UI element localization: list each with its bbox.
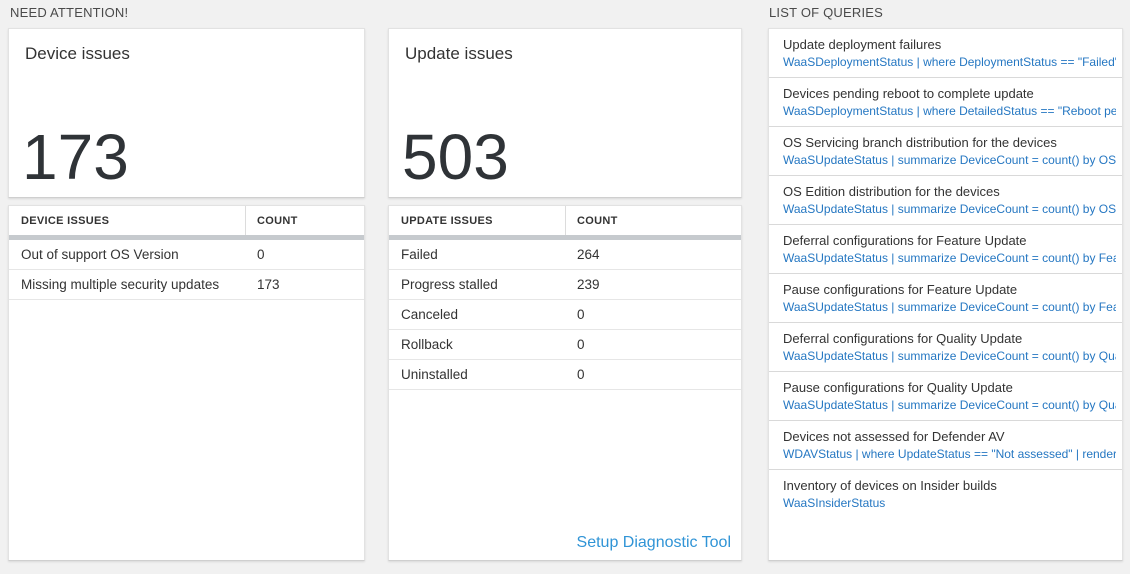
row-count: 0 bbox=[257, 247, 265, 262]
update-issues-count: 503 bbox=[402, 121, 509, 193]
setup-diagnostic-tool-link[interactable]: Setup Diagnostic Tool bbox=[576, 534, 731, 551]
query-list-item[interactable]: Devices not assessed for Defender AV WDA… bbox=[769, 421, 1122, 470]
query-title: Update deployment failures bbox=[783, 37, 942, 52]
update-issues-table-header: UPDATE ISSUES COUNT bbox=[389, 206, 741, 235]
device-issues-count: 173 bbox=[22, 121, 129, 193]
query-list-item[interactable]: Inventory of devices on Insider builds W… bbox=[769, 470, 1122, 518]
query-list-item[interactable]: Devices pending reboot to complete updat… bbox=[769, 78, 1122, 127]
query-list-item[interactable]: Update deployment failures WaaSDeploymen… bbox=[769, 29, 1122, 78]
query-link[interactable]: WaaSUpdateStatus | summarize DeviceCount… bbox=[783, 300, 1116, 314]
query-list-item[interactable]: Deferral configurations for Feature Upda… bbox=[769, 225, 1122, 274]
query-link[interactable]: WaaSUpdateStatus | summarize DeviceCount… bbox=[783, 202, 1116, 216]
query-title: OS Edition distribution for the devices bbox=[783, 184, 1000, 199]
query-title: Deferral configurations for Feature Upda… bbox=[783, 233, 1027, 248]
row-label: Progress stalled bbox=[401, 277, 498, 292]
query-link[interactable]: WaaSInsiderStatus bbox=[783, 496, 886, 510]
query-title: Inventory of devices on Insider builds bbox=[783, 478, 997, 493]
row-count: 264 bbox=[577, 247, 600, 262]
row-count: 239 bbox=[577, 277, 600, 292]
table-row[interactable]: Canceled 0 bbox=[389, 300, 741, 330]
row-label: Rollback bbox=[401, 337, 453, 352]
query-title: Devices pending reboot to complete updat… bbox=[783, 86, 1034, 101]
row-label: Uninstalled bbox=[401, 367, 468, 382]
device-issues-table-header: DEVICE ISSUES COUNT bbox=[9, 206, 364, 235]
update-issues-tile[interactable]: Update issues 503 bbox=[388, 28, 742, 198]
column-header-count: COUNT bbox=[577, 214, 618, 227]
query-link[interactable]: WaaSDeploymentStatus | where DeploymentS… bbox=[783, 55, 1116, 69]
row-label: Canceled bbox=[401, 307, 459, 322]
table-header-divider-bar bbox=[9, 235, 364, 240]
column-header-count: COUNT bbox=[257, 214, 298, 227]
query-list-item[interactable]: Pause configurations for Quality Update … bbox=[769, 372, 1122, 421]
query-link[interactable]: WaaSUpdateStatus | summarize DeviceCount… bbox=[783, 153, 1116, 167]
column-header-device-issues: DEVICE ISSUES bbox=[9, 206, 246, 235]
query-link[interactable]: WDAVStatus | where UpdateStatus == "Not … bbox=[783, 447, 1116, 461]
row-label: Missing multiple security updates bbox=[21, 277, 220, 292]
device-issues-tile[interactable]: Device issues 173 bbox=[8, 28, 365, 198]
row-count: 0 bbox=[577, 367, 585, 382]
table-header-divider-bar bbox=[389, 235, 741, 240]
query-list-item[interactable]: OS Servicing branch distribution for the… bbox=[769, 127, 1122, 176]
table-row[interactable]: Progress stalled 239 bbox=[389, 270, 741, 300]
query-link[interactable]: WaaSDeploymentStatus | where DetailedSta… bbox=[783, 104, 1116, 118]
query-title: Pause configurations for Feature Update bbox=[783, 282, 1018, 297]
table-row[interactable]: Failed 264 bbox=[389, 240, 741, 270]
row-count: 173 bbox=[257, 277, 280, 292]
row-count: 0 bbox=[577, 337, 585, 352]
query-title: Pause configurations for Quality Update bbox=[783, 380, 1013, 395]
column-header-update-issues: UPDATE ISSUES bbox=[389, 206, 566, 235]
table-row[interactable]: Out of support OS Version 0 bbox=[9, 240, 364, 270]
query-title: OS Servicing branch distribution for the… bbox=[783, 135, 1057, 150]
query-link[interactable]: WaaSUpdateStatus | summarize DeviceCount… bbox=[783, 251, 1116, 265]
device-issues-tile-title: Device issues bbox=[25, 44, 130, 63]
query-list-item[interactable]: Deferral configurations for Quality Upda… bbox=[769, 323, 1122, 372]
table-row[interactable]: Uninstalled 0 bbox=[389, 360, 741, 390]
table-row[interactable]: Missing multiple security updates 173 bbox=[9, 270, 364, 300]
query-title: Deferral configurations for Quality Upda… bbox=[783, 331, 1023, 346]
row-label: Failed bbox=[401, 247, 438, 262]
device-issues-table: DEVICE ISSUES COUNT Out of support OS Ve… bbox=[8, 205, 365, 561]
update-issues-table: UPDATE ISSUES COUNT Failed 264 Progress … bbox=[388, 205, 742, 561]
query-title: Devices not assessed for Defender AV bbox=[783, 429, 1005, 444]
row-label: Out of support OS Version bbox=[21, 247, 179, 262]
table-row[interactable]: Rollback 0 bbox=[389, 330, 741, 360]
need-attention-section-title: NEED ATTENTION! bbox=[10, 5, 129, 20]
row-count: 0 bbox=[577, 307, 585, 322]
query-link[interactable]: WaaSUpdateStatus | summarize DeviceCount… bbox=[783, 349, 1116, 363]
list-of-queries-section-title: LIST OF QUERIES bbox=[769, 5, 884, 20]
query-list-item[interactable]: Pause configurations for Feature Update … bbox=[769, 274, 1122, 323]
update-issues-tile-title: Update issues bbox=[405, 44, 513, 63]
list-of-queries-panel: Update deployment failures WaaSDeploymen… bbox=[768, 28, 1123, 561]
query-link[interactable]: WaaSUpdateStatus | summarize DeviceCount… bbox=[783, 398, 1116, 412]
query-list-item[interactable]: OS Edition distribution for the devices … bbox=[769, 176, 1122, 225]
